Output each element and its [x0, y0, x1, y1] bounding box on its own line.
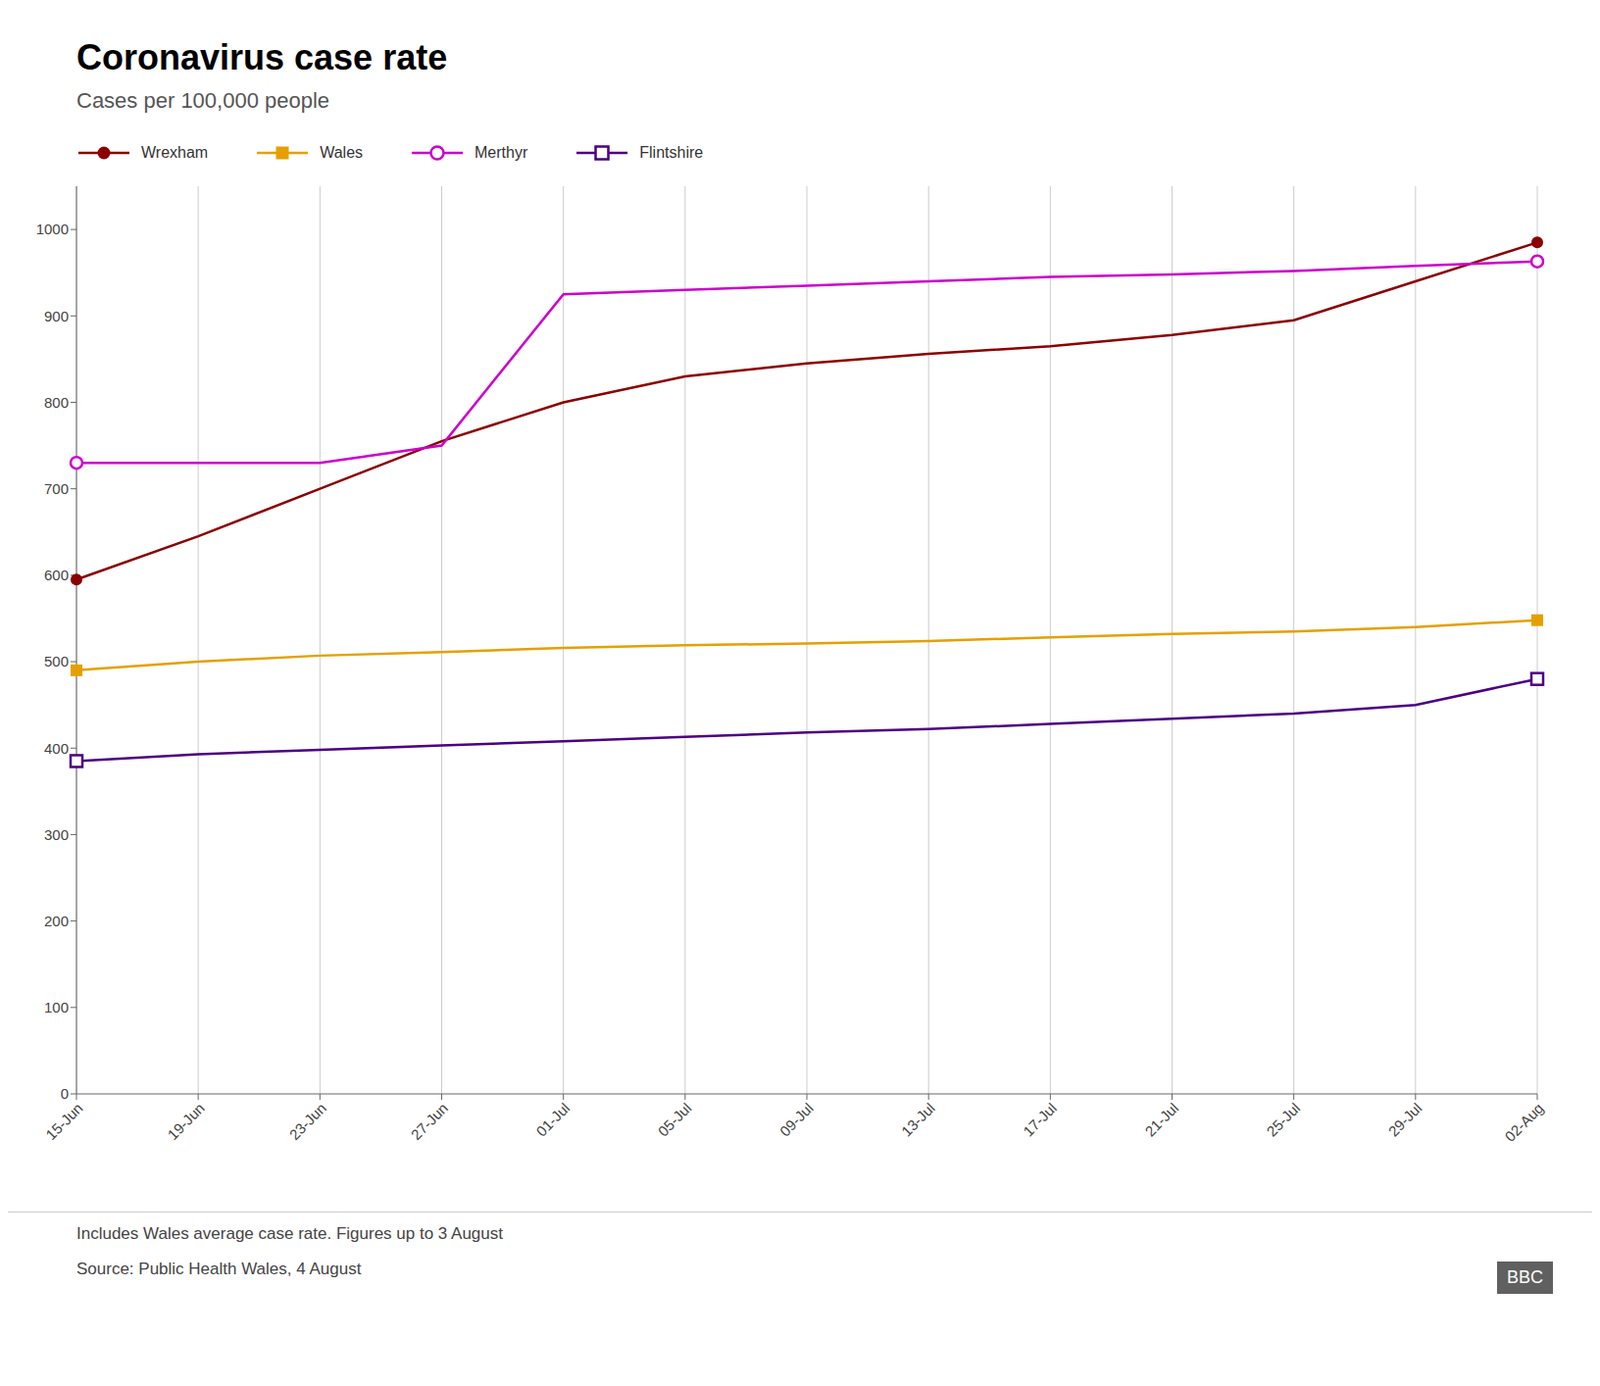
svg-text:05-Jul: 05-Jul [654, 1100, 696, 1141]
svg-text:09-Jul: 09-Jul [776, 1100, 817, 1141]
svg-text:600: 600 [44, 566, 69, 584]
svg-text:21-Jul: 21-Jul [1141, 1100, 1182, 1141]
html-text:Wales: Wales [319, 144, 363, 161]
html-text:Source: Public Health Wales, 4: Source: Public Health Wales, 4 August [76, 1259, 362, 1279]
html-text:Flintshire: Flintshire [639, 144, 704, 161]
svg-text:400: 400 [44, 740, 69, 757]
svg-text:13-Jul: 13-Jul [898, 1100, 939, 1141]
html-text:Coronavirus case rate: Coronavirus case rate [76, 37, 448, 78]
html-text:Cases per 100,000 people: Cases per 100,000 people [76, 88, 330, 113]
svg-text:02-Aug: 02-Aug [1500, 1100, 1547, 1146]
svg-text:23-Jun: 23-Jun [286, 1100, 330, 1144]
svg-text:900: 900 [44, 307, 69, 325]
html-text:BBC: BBC [1506, 1267, 1544, 1288]
svg-text:500: 500 [44, 652, 69, 670]
html-text:Includes Wales average case ra: Includes Wales average case rate. Figure… [76, 1224, 503, 1244]
svg-text:0: 0 [60, 1085, 69, 1102]
svg-text:29-Jul: 29-Jul [1385, 1100, 1426, 1141]
svg-text:01-Jul: 01-Jul [532, 1100, 573, 1141]
svg-text:17-Jul: 17-Jul [1019, 1100, 1060, 1141]
svg-text:19-Jun: 19-Jun [163, 1100, 207, 1144]
svg-text:1000: 1000 [36, 220, 69, 238]
html-text:Wrexham: Wrexham [141, 144, 209, 161]
svg-text:800: 800 [44, 394, 69, 411]
svg-text:100: 100 [44, 999, 69, 1016]
svg-text:15-Jun: 15-Jun [42, 1100, 86, 1144]
svg-text:25-Jul: 25-Jul [1262, 1100, 1303, 1141]
html-text:Merthyr: Merthyr [474, 144, 528, 161]
svg-text:27-Jun: 27-Jun [407, 1100, 451, 1144]
svg-text:700: 700 [44, 480, 69, 498]
svg-text:200: 200 [44, 912, 69, 930]
svg-text:300: 300 [44, 826, 69, 844]
